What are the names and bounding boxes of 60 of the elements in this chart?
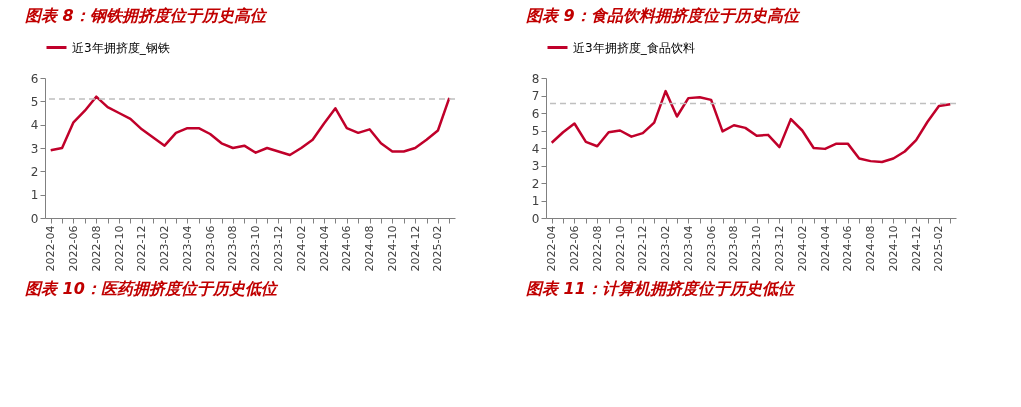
x-tick-label: 2024-04	[818, 225, 832, 272]
x-tick-label: 2023-04	[681, 225, 695, 272]
chart-title: 图表 8：钢铁拥挤度位于历史高位	[25, 6, 268, 25]
x-tick-label: 2025-02	[431, 225, 445, 272]
x-tick-label: 2024-10	[886, 225, 900, 272]
x-tick-label: 2022-04	[545, 225, 559, 272]
x-tick-label: 2024-04	[317, 225, 331, 272]
x-tick-label: 2025-02	[932, 225, 946, 272]
x-tick-label: 2022-10	[613, 225, 627, 272]
y-tick-label: 2	[30, 164, 39, 179]
x-tick-label: 2023-08	[727, 225, 741, 272]
y-tick-label: 5	[30, 94, 39, 109]
x-tick-label: 2023-06	[704, 225, 718, 272]
x-tick-label: 2024-08	[363, 225, 377, 272]
x-tick-label: 2022-06	[567, 225, 581, 272]
legend-label: 近3年拥挤度_钢铁	[72, 40, 170, 55]
x-tick-label: 2023-12	[271, 225, 285, 272]
x-tick-label: 2022-08	[590, 225, 604, 272]
x-tick-label: 2024-02	[795, 225, 809, 272]
line-series	[49, 95, 451, 157]
y-tick-label: 2	[531, 176, 540, 191]
x-tick-label: 2023-08	[226, 225, 240, 272]
x-tick-label: 2023-04	[180, 225, 194, 272]
x-tick-label: 2022-12	[636, 225, 650, 272]
y-tick-label: 4	[531, 141, 540, 156]
y-tick-label: 3	[30, 141, 39, 156]
x-tick-label: 2023-10	[750, 225, 764, 272]
y-tick-label: 0	[531, 211, 540, 226]
line-series	[550, 89, 952, 164]
y-tick-label: 4	[30, 118, 39, 133]
x-tick-label: 2022-06	[66, 225, 80, 272]
x-tick-label: 2022-04	[44, 225, 58, 272]
x-tick-label: 2024-06	[340, 225, 354, 272]
x-tick-label: 2024-12	[408, 225, 422, 272]
legend-label: 近3年拥挤度_食品饮料	[573, 40, 695, 55]
y-tick-label: 0	[30, 211, 39, 226]
x-tick-label: 2023-02	[659, 225, 673, 272]
x-tick-label: 2024-02	[294, 225, 308, 272]
y-tick-label: 6	[30, 71, 39, 86]
y-tick-label: 1	[30, 188, 39, 203]
x-tick-label: 2023-02	[158, 225, 172, 272]
text: 图表 11：计算机拥挤度位于历史低位	[526, 279, 796, 298]
y-tick-label: 5	[531, 124, 540, 138]
x-tick-label: 2024-06	[841, 225, 855, 272]
x-tick-label: 2023-10	[249, 225, 263, 272]
x-tick-label: 2024-10	[385, 225, 399, 272]
x-tick-label: 2023-12	[772, 225, 786, 272]
y-tick-label: 8	[531, 71, 540, 86]
x-tick-label: 2022-08	[89, 225, 103, 272]
x-tick-label: 2022-10	[112, 225, 126, 272]
chart-title: 图表 9：食品饮料拥挤度位于历史高位	[526, 6, 801, 25]
y-tick-label: 1	[531, 194, 540, 208]
x-tick-label: 2024-12	[909, 225, 923, 272]
y-tick-label: 7	[531, 89, 540, 103]
y-tick-label: 3	[531, 159, 540, 173]
x-tick-label: 2023-06	[203, 225, 217, 272]
y-tick-label: 6	[531, 106, 540, 121]
x-tick-label: 2022-12	[135, 225, 149, 272]
text: 图表 10：医药拥挤度位于历史低位	[25, 279, 279, 298]
x-tick-label: 2024-08	[864, 225, 878, 272]
